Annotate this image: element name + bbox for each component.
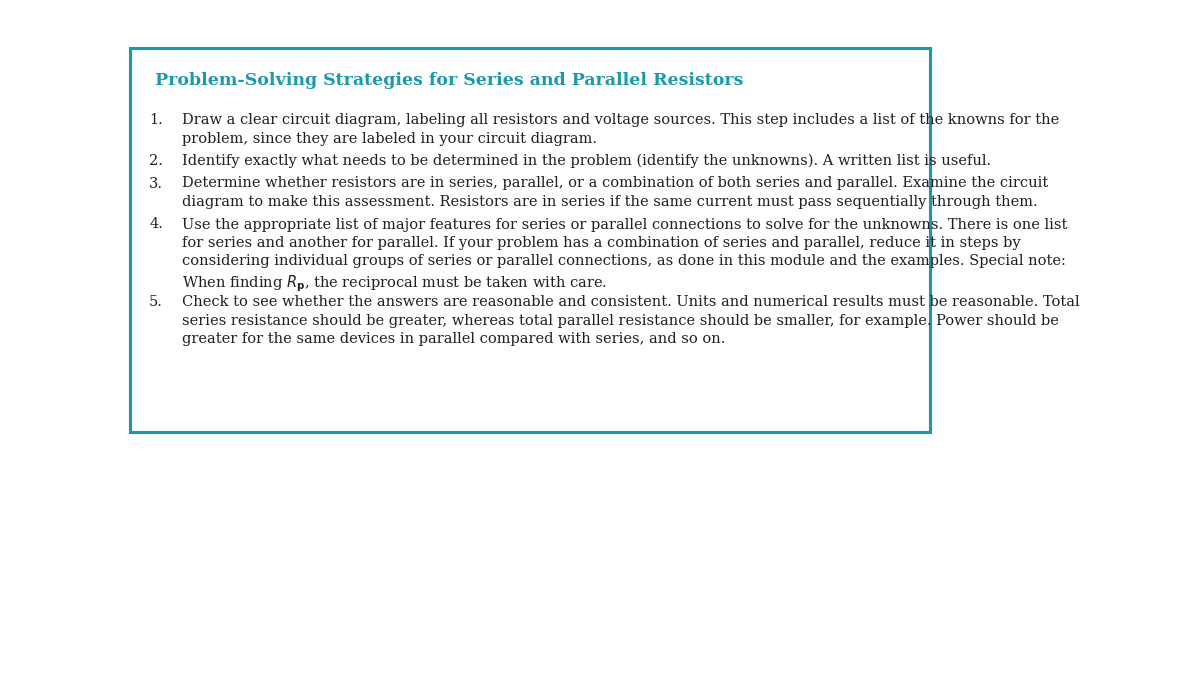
Text: for series and another for parallel. If your problem has a combination of series: for series and another for parallel. If … — [182, 236, 1021, 250]
Text: Identify exactly what needs to be determined in the problem (identify the unknow: Identify exactly what needs to be determ… — [182, 154, 991, 168]
Text: 1.: 1. — [149, 113, 163, 127]
Text: 5.: 5. — [149, 296, 163, 310]
Text: Use the appropriate list of major features for series or parallel connections to: Use the appropriate list of major featur… — [182, 217, 1067, 232]
Text: When finding $R_{\mathbf{p}}$, the reciprocal must be taken with care.: When finding $R_{\mathbf{p}}$, the recip… — [182, 273, 607, 294]
Text: considering individual groups of series or parallel connections, as done in this: considering individual groups of series … — [182, 254, 1066, 269]
Bar — [130, 48, 930, 432]
Text: 4.: 4. — [149, 217, 163, 232]
Text: 3.: 3. — [149, 176, 163, 190]
Text: Check to see whether the answers are reasonable and consistent. Units and numeri: Check to see whether the answers are rea… — [182, 296, 1080, 310]
Text: problem, since they are labeled in your circuit diagram.: problem, since they are labeled in your … — [182, 132, 598, 146]
Text: Draw a clear circuit diagram, labeling all resistors and voltage sources. This s: Draw a clear circuit diagram, labeling a… — [182, 113, 1060, 127]
Text: 2.: 2. — [149, 154, 163, 168]
Text: diagram to make this assessment. Resistors are in series if the same current mus: diagram to make this assessment. Resisto… — [182, 195, 1038, 209]
Text: series resistance should be greater, whereas total parallel resistance should be: series resistance should be greater, whe… — [182, 314, 1058, 328]
Text: Determine whether resistors are in series, parallel, or a combination of both se: Determine whether resistors are in serie… — [182, 176, 1049, 190]
Text: Problem-Solving Strategies for Series and Parallel Resistors: Problem-Solving Strategies for Series an… — [155, 72, 743, 89]
Text: greater for the same devices in parallel compared with series, and so on.: greater for the same devices in parallel… — [182, 333, 725, 346]
